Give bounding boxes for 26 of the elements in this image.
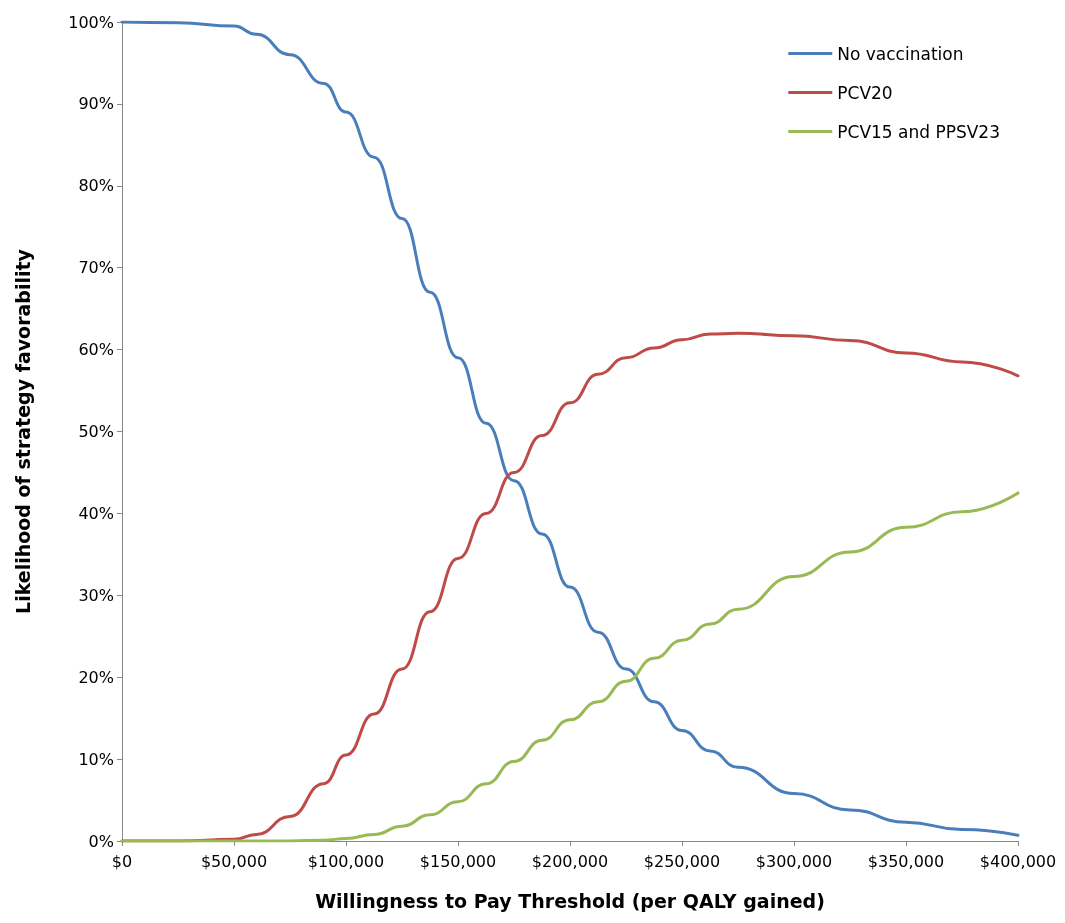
x-tick-label: $100,000 [307,851,385,871]
x-tick-label: $250,000 [643,851,721,871]
y-tick-label: 40% [78,503,114,523]
y-tick-label: 100% [68,12,114,32]
y-tick-label: 50% [78,422,114,441]
y-tick-label: 0% [88,831,114,851]
legend-label: No vaccination [837,43,964,64]
x-tick-label: $150,000 [419,851,497,871]
x-tick-label: $300,000 [755,851,833,871]
y-tick-label: 10% [78,749,114,769]
line-series [120,20,1020,837]
y-tick-label: 30% [78,585,114,605]
x-tick-label: $350,000 [867,851,945,871]
y-tick-label: 60% [78,340,114,360]
y-tick-label: 70% [78,258,114,278]
x-axis-title: Willingness to Pay Threshold (per QALY gained) [315,889,825,912]
y-tick-label: 80% [78,176,114,196]
x-tick-label: $50,000 [200,851,268,871]
legend-label: PCV20 [837,82,893,103]
y-tick-label: 20% [78,667,114,687]
legend-label: PCV15 and PPSV23 [837,121,1001,142]
x-tick-label: $0 [111,851,133,871]
x-tick-label: $200,000 [531,851,609,871]
y-tick-label: 90% [78,94,114,114]
y-axis-title: Likelihood of strategy favorability [11,248,34,614]
x-tick-label: $400,000 [979,851,1057,871]
